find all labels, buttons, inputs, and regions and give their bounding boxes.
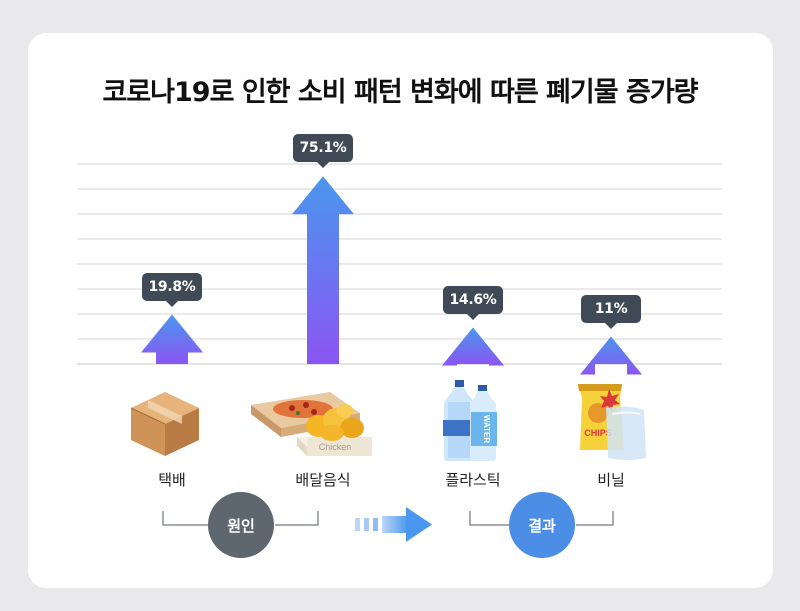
result-circle: 결과	[509, 492, 575, 558]
water-bottle-text: WATER	[482, 415, 491, 444]
chart-title: 코로나19로 인한 소비 패턴 변화에 따른 폐기물 증가량	[102, 77, 698, 108]
cause-circle: 원인	[208, 492, 274, 558]
bar-arrow	[442, 327, 504, 366]
value-label: 75.1%	[293, 134, 353, 169]
bars	[141, 176, 642, 375]
category-label: 플라스틱	[445, 471, 501, 489]
flow-arrow-icon	[355, 507, 432, 542]
chicken-box-text: Chicken	[319, 442, 352, 452]
value-label: 11%	[581, 294, 641, 329]
pizza-and-chicken-box-icon: Chicken	[251, 392, 372, 456]
chips-bag-and-vinyl-icon: CHIPS	[578, 384, 646, 460]
cause-label: 원인	[227, 516, 255, 535]
gridlines	[77, 163, 722, 365]
result-bracket	[469, 511, 614, 526]
bar-arrow	[580, 336, 642, 375]
value-label: 19.8%	[142, 272, 202, 307]
chips-bag-text: CHIPS	[584, 428, 612, 438]
category-label: 택배	[158, 471, 186, 489]
cardboard-box-icon	[130, 392, 199, 456]
bar-arrow	[141, 314, 203, 364]
card	[28, 33, 773, 588]
category-label: 배달음식	[295, 471, 351, 489]
cause-bracket	[162, 511, 319, 526]
bar-arrow	[292, 176, 354, 364]
value-label: 14.6%	[443, 285, 503, 320]
category-label: 비닐	[597, 471, 625, 489]
result-label: 결과	[528, 516, 556, 535]
plastic-water-bottles-icon: WATER	[443, 380, 497, 461]
